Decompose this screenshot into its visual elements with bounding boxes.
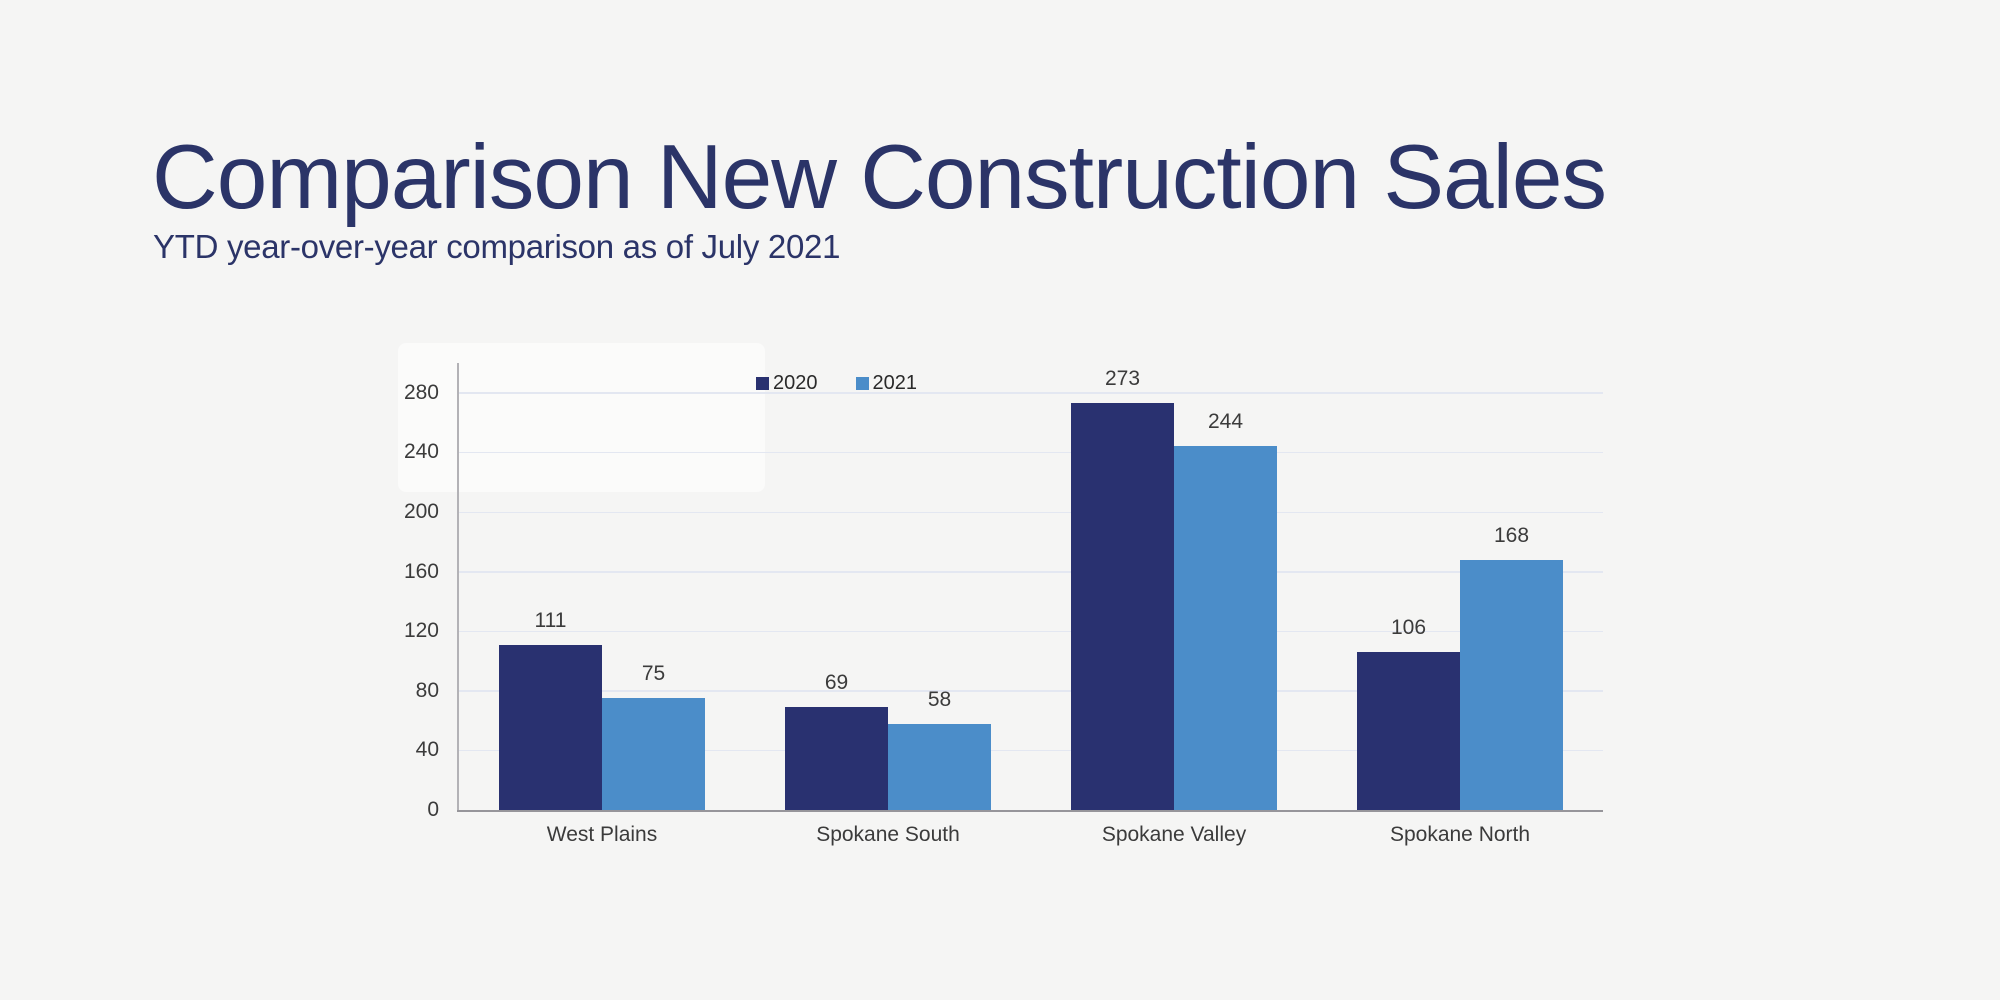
value-label-2020-west-plains: 111 — [534, 609, 567, 632]
value-label-2020-spokane-north: 106 — [1390, 616, 1427, 639]
legend-item-2020: 2020 — [756, 372, 818, 395]
legend-swatch-2020 — [756, 377, 769, 390]
x-category-label-spokane-valley: Spokane Valley — [1101, 823, 1247, 846]
gridline-120 — [459, 630, 1603, 633]
gridline-160 — [459, 571, 1603, 573]
value-label-2021-spokane-north: 168 — [1493, 524, 1530, 547]
value-label-2021-spokane-valley: 244 — [1207, 410, 1244, 433]
value-label-2020-spokane-valley: 273 — [1104, 367, 1141, 390]
y-tick-label-40: 40 — [415, 738, 439, 762]
y-tick-label-0: 0 — [427, 798, 439, 821]
value-label-2020-spokane-south: 69 — [824, 671, 849, 694]
y-tick-label-120: 120 — [403, 619, 439, 643]
page-title: Comparison New Construction Sales — [152, 127, 1607, 228]
legend-label-2021: 2021 — [872, 372, 918, 394]
y-tick-label-80: 80 — [415, 678, 439, 702]
gridline-80 — [459, 690, 1603, 692]
legend-label-2020: 2020 — [773, 372, 818, 394]
bar-2020-spokane-north — [1357, 652, 1460, 810]
gridline-240 — [459, 451, 1603, 454]
bar-2020-west-plains — [499, 645, 602, 810]
y-tick-label-240: 240 — [403, 440, 439, 464]
y-axis-line — [457, 363, 459, 810]
y-tick-label-280: 280 — [403, 380, 439, 404]
legend-swatch-2021 — [855, 377, 869, 390]
bar-2020-spokane-valley — [1071, 403, 1174, 810]
gridline-200 — [459, 511, 1603, 513]
highlight-panel — [398, 343, 765, 492]
x-category-label-spokane-north: Spokane North — [1389, 823, 1531, 846]
legend-item-2021: 2021 — [855, 372, 918, 395]
y-tick-label-200: 200 — [403, 500, 439, 523]
gridline-280 — [459, 392, 1603, 394]
bar-chart: 0 40 80 120 160 200 240 280 2020 2021 111 75 69 58 2… — [404, 363, 1603, 846]
bar-2021-spokane-valley — [1174, 446, 1277, 810]
gridline-40 — [459, 749, 1603, 752]
x-axis-line — [457, 810, 1603, 812]
x-category-label-spokane-south: Spokane South — [816, 823, 960, 846]
y-tick-label-160: 160 — [403, 559, 439, 583]
page-subtitle: YTD year-over-year comparison as of July… — [153, 228, 841, 265]
bar-2021-spokane-south — [888, 724, 991, 810]
value-label-2021-west-plains: 75 — [641, 662, 666, 685]
bar-2021-spokane-north — [1460, 560, 1563, 810]
bar-2020-spokane-south — [785, 707, 888, 810]
x-category-label-west-plains: West Plains — [546, 823, 658, 846]
value-label-2021-spokane-south: 58 — [927, 688, 952, 711]
bar-2021-west-plains — [602, 698, 705, 810]
chart-legend: 2020 2021 — [756, 372, 917, 395]
